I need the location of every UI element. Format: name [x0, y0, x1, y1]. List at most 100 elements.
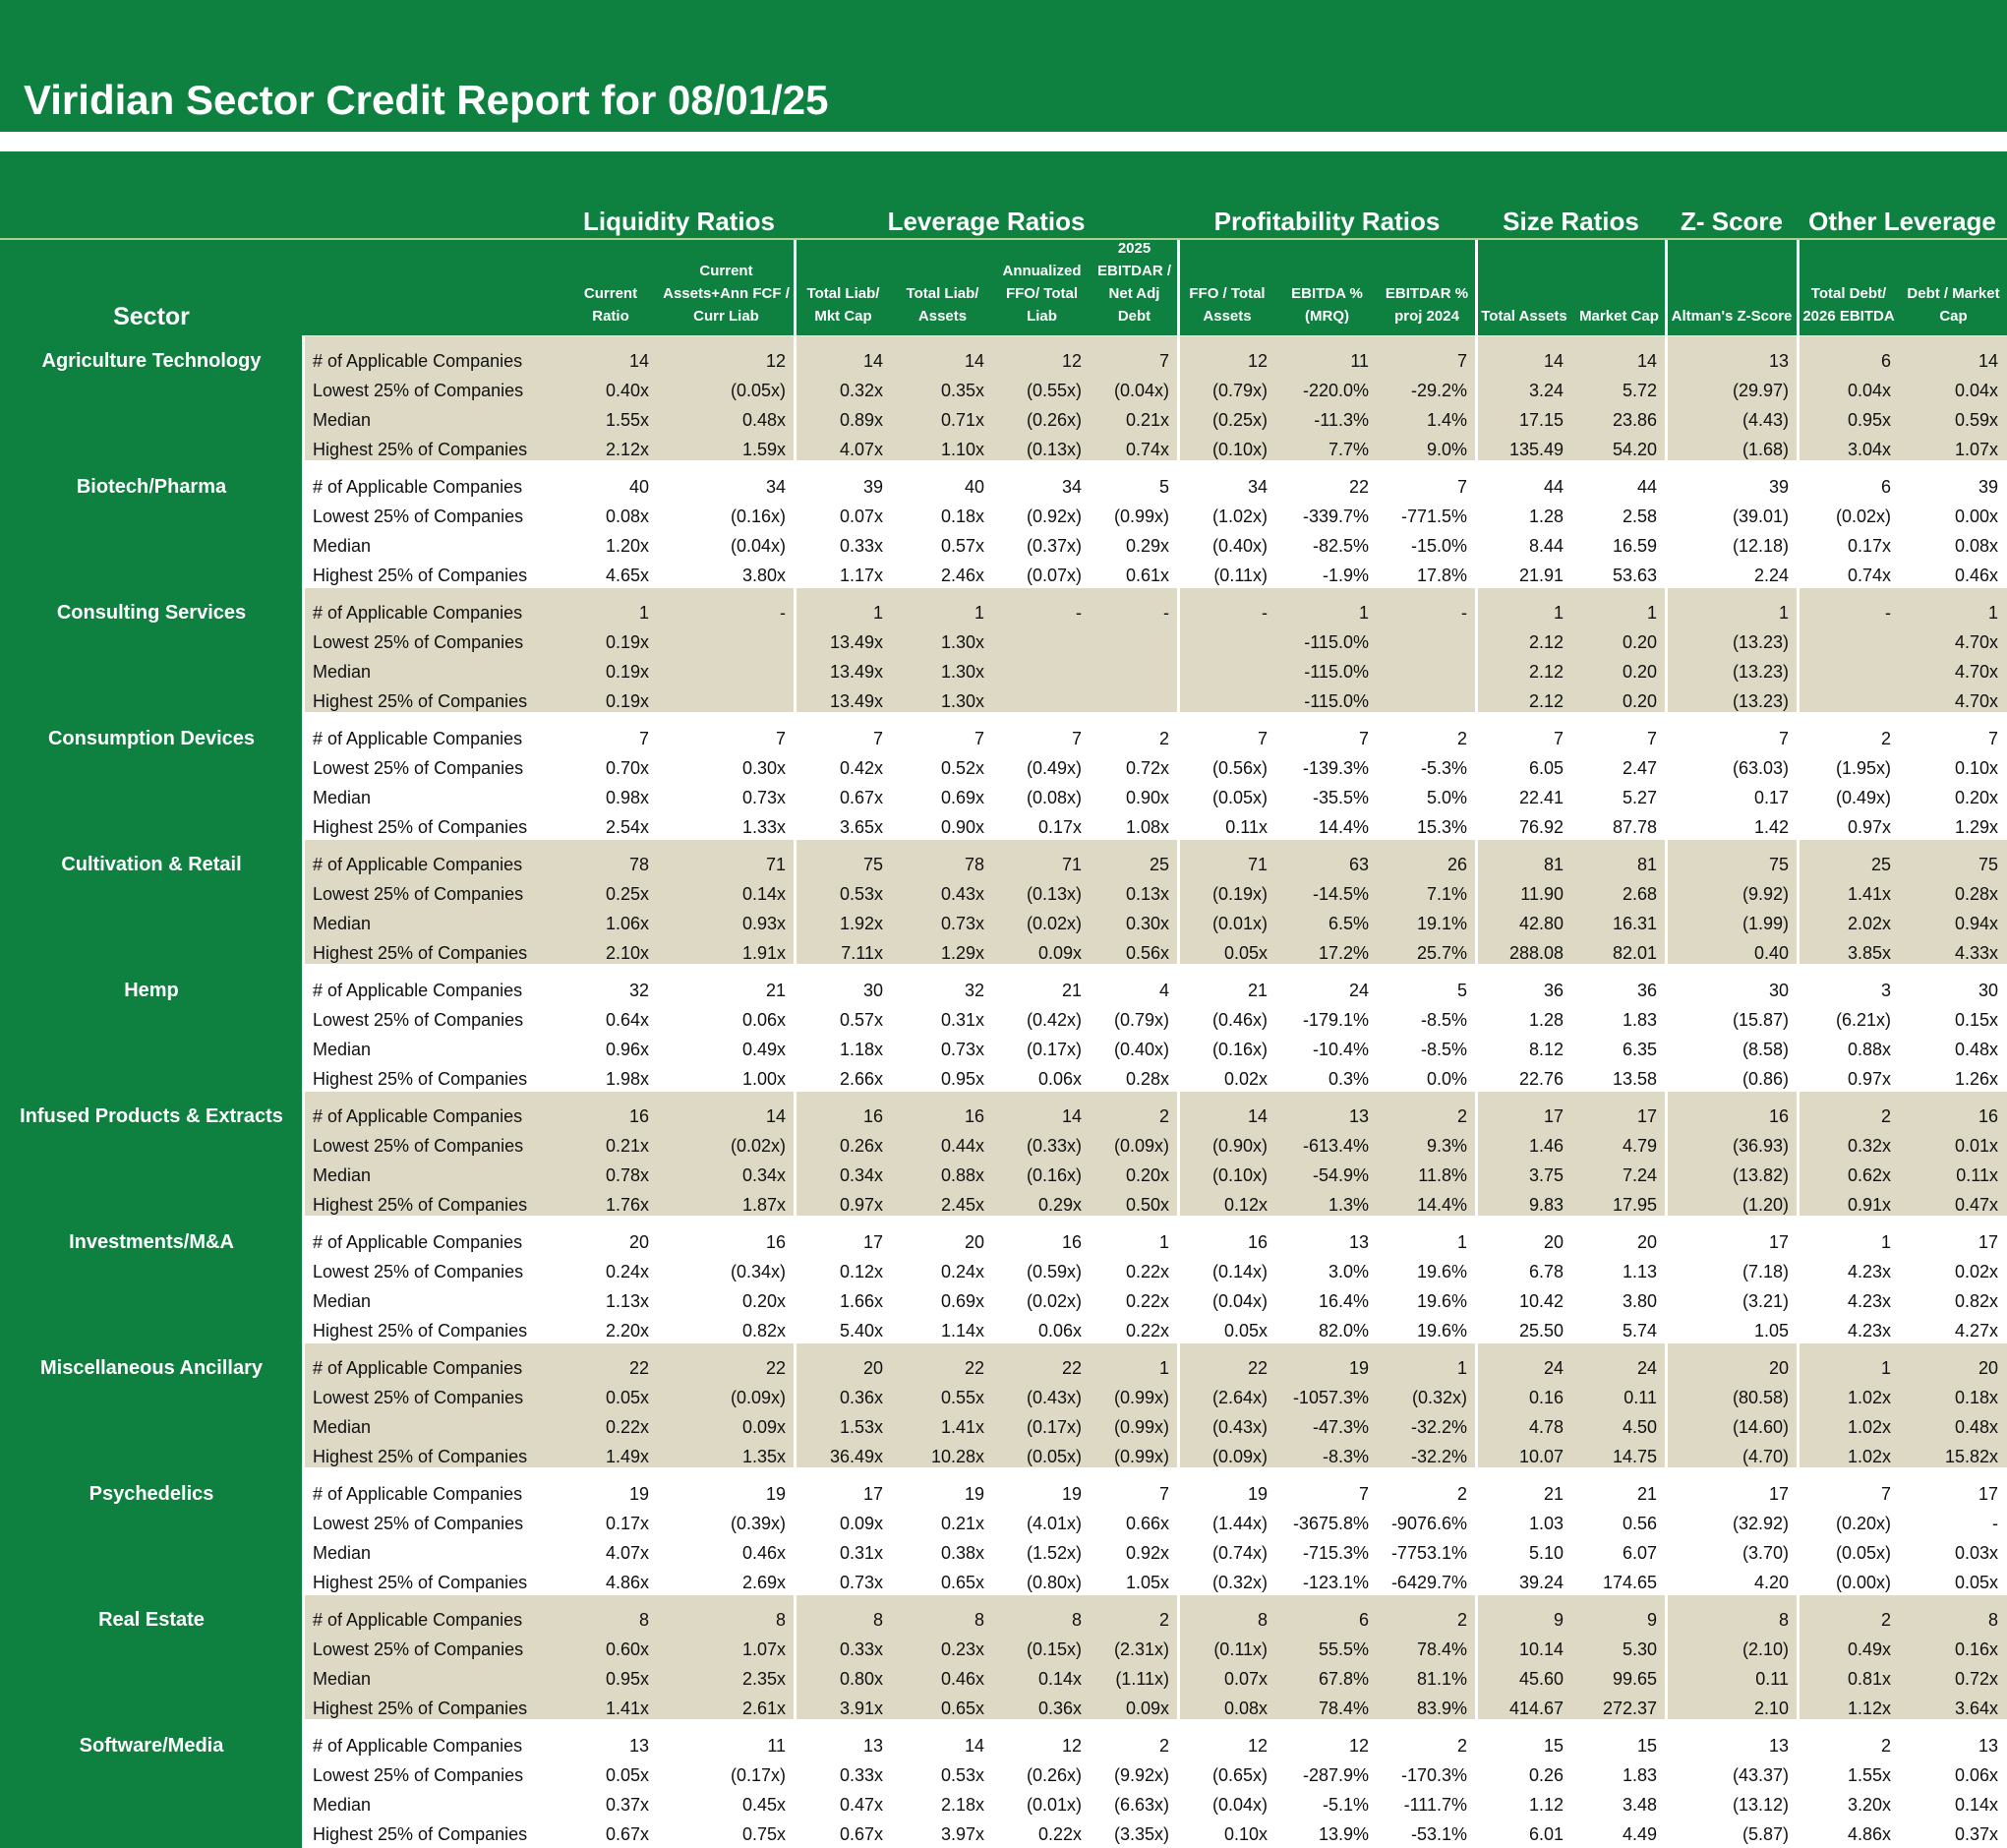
table-cell: 0.08x	[1954, 536, 1998, 556]
table-cell: (0.79x)	[1211, 381, 1268, 400]
table-cell: 1.05	[1753, 1321, 1789, 1341]
column-divider	[302, 335, 305, 1848]
table-cell: (0.26x)	[1026, 410, 1082, 430]
table-cell: 16	[964, 1106, 984, 1126]
table-cell: (36.93)	[1732, 1136, 1789, 1156]
table-cell: 1.42	[1753, 817, 1789, 837]
table-cell: (0.00x)	[1835, 1573, 1891, 1592]
table-cell: 0.17x	[605, 1514, 649, 1533]
group-header: Size Ratios	[1503, 207, 1639, 236]
table-cell: 0.20x	[1125, 1165, 1169, 1185]
table-cell: 3.85x	[1847, 943, 1891, 963]
table-cell: (0.13x)	[1026, 884, 1082, 904]
table-cell: (0.99x)	[1113, 1417, 1169, 1437]
table-cell: 9	[1646, 1610, 1657, 1630]
table-cell: 8	[1071, 1610, 1082, 1630]
table-cell: 2.10	[1753, 1699, 1789, 1718]
table-cell: 3.64x	[1954, 1699, 1998, 1718]
table-cell: 1.30x	[940, 662, 984, 682]
table-cell: 0.45x	[741, 1795, 786, 1815]
row-label: Highest 25% of Companies	[313, 1824, 528, 1844]
table-cell: 0.11	[1623, 1388, 1657, 1407]
row-label: # of Applicable Companies	[313, 1484, 523, 1504]
table-cell: 9	[1553, 1610, 1564, 1630]
table-cell: 5.0%	[1426, 788, 1467, 807]
table-cell: 22	[1348, 477, 1369, 497]
table-cell: 0.97x	[839, 1195, 883, 1215]
table-cell: -115.0%	[1304, 632, 1369, 652]
table-cell: -115.0%	[1304, 662, 1369, 682]
table-cell: -287.9%	[1302, 1765, 1369, 1785]
table-cell: (0.02x)	[1835, 507, 1891, 526]
table-cell: 0.06x	[1037, 1321, 1082, 1341]
table-cell: 8.44	[1528, 536, 1564, 556]
table-cell: 2	[1880, 1610, 1891, 1630]
table-cell: -	[1461, 603, 1467, 623]
header-divider	[1665, 240, 1668, 335]
table-cell: 1.41x	[1847, 884, 1891, 904]
table-cell: 0.05x	[1223, 1321, 1268, 1341]
table-cell: 0.19x	[605, 662, 649, 682]
row-label: Lowest 25% of Companies	[313, 1136, 524, 1156]
header-divider	[1475, 240, 1478, 335]
table-cell: 4.70x	[1954, 662, 1998, 682]
table-cell: 7	[1071, 729, 1082, 748]
table-cell: (0.46x)	[1211, 1010, 1268, 1030]
table-cell: 21	[1543, 1484, 1564, 1504]
table-cell: 1	[974, 603, 984, 623]
table-cell: (0.33x)	[1026, 1136, 1082, 1156]
table-cell: 30	[1768, 981, 1789, 1000]
band-divider	[1475, 1594, 1478, 1720]
table-cell: 17	[1543, 1106, 1564, 1126]
table-cell: 1.87x	[741, 1195, 786, 1215]
table-cell: (0.17x)	[1026, 1417, 1082, 1437]
table-cell: 9.3%	[1426, 1136, 1467, 1156]
table-cell: 0.11x	[1225, 817, 1268, 837]
table-cell: 0.53x	[940, 1765, 984, 1785]
table-cell: 0.13x	[1125, 884, 1169, 904]
table-cell: 0.82x	[741, 1321, 786, 1341]
table-cell: (0.09x)	[1113, 1136, 1169, 1156]
table-cell: 1.29x	[1954, 817, 1998, 837]
table-cell: 1.29x	[940, 943, 984, 963]
table-cell: 2.12	[1528, 632, 1564, 652]
table-cell: 24	[1543, 1358, 1564, 1378]
table-cell: 9.83	[1528, 1195, 1564, 1215]
table-cell: (0.09x)	[730, 1388, 786, 1407]
table-cell: 4.86x	[605, 1573, 649, 1592]
table-cell: 0.43x	[940, 884, 984, 904]
table-cell: 2.02x	[1847, 914, 1891, 933]
table-cell: (0.74x)	[1211, 1543, 1268, 1563]
table-cell: (0.40x)	[1211, 536, 1268, 556]
table-cell: 22	[765, 1358, 786, 1378]
table-cell: 1.14x	[940, 1321, 984, 1341]
table-cell: 83.9%	[1416, 1699, 1467, 1718]
table-cell: 16	[1977, 1106, 1998, 1126]
table-cell: 39.24	[1518, 1573, 1564, 1592]
table-cell: 1.92x	[839, 914, 883, 933]
table-cell: 75	[862, 855, 883, 874]
row-label: # of Applicable Companies	[313, 1358, 523, 1378]
table-cell: (0.11x)	[1213, 1639, 1268, 1659]
table-cell: 0.90x	[940, 817, 984, 837]
table-cell: 0.42x	[839, 758, 883, 778]
row-label: Median	[313, 536, 372, 556]
row-label: Highest 25% of Companies	[313, 1573, 528, 1592]
table-cell: -8.3%	[1322, 1447, 1369, 1466]
header-divider	[1797, 240, 1800, 335]
row-label: Lowest 25% of Companies	[313, 1262, 524, 1282]
table-cell: 0.96x	[605, 1040, 649, 1059]
table-cell: 0.94x	[1954, 914, 1998, 933]
table-cell: 25	[1870, 855, 1891, 874]
table-cell: 16	[628, 1106, 649, 1126]
table-cell: 4.49	[1622, 1824, 1657, 1844]
table-cell: 4.70x	[1954, 632, 1998, 652]
table-cell: 3.80	[1622, 1291, 1657, 1311]
table-cell: 7	[1880, 1484, 1891, 1504]
table-cell: 0.19x	[605, 632, 649, 652]
table-cell: 81	[1636, 855, 1657, 874]
row-label: # of Applicable Companies	[313, 1736, 523, 1756]
band-divider	[1665, 1091, 1668, 1217]
table-cell: (0.92x)	[1026, 507, 1082, 526]
table-cell: 0.17x	[1037, 817, 1082, 837]
